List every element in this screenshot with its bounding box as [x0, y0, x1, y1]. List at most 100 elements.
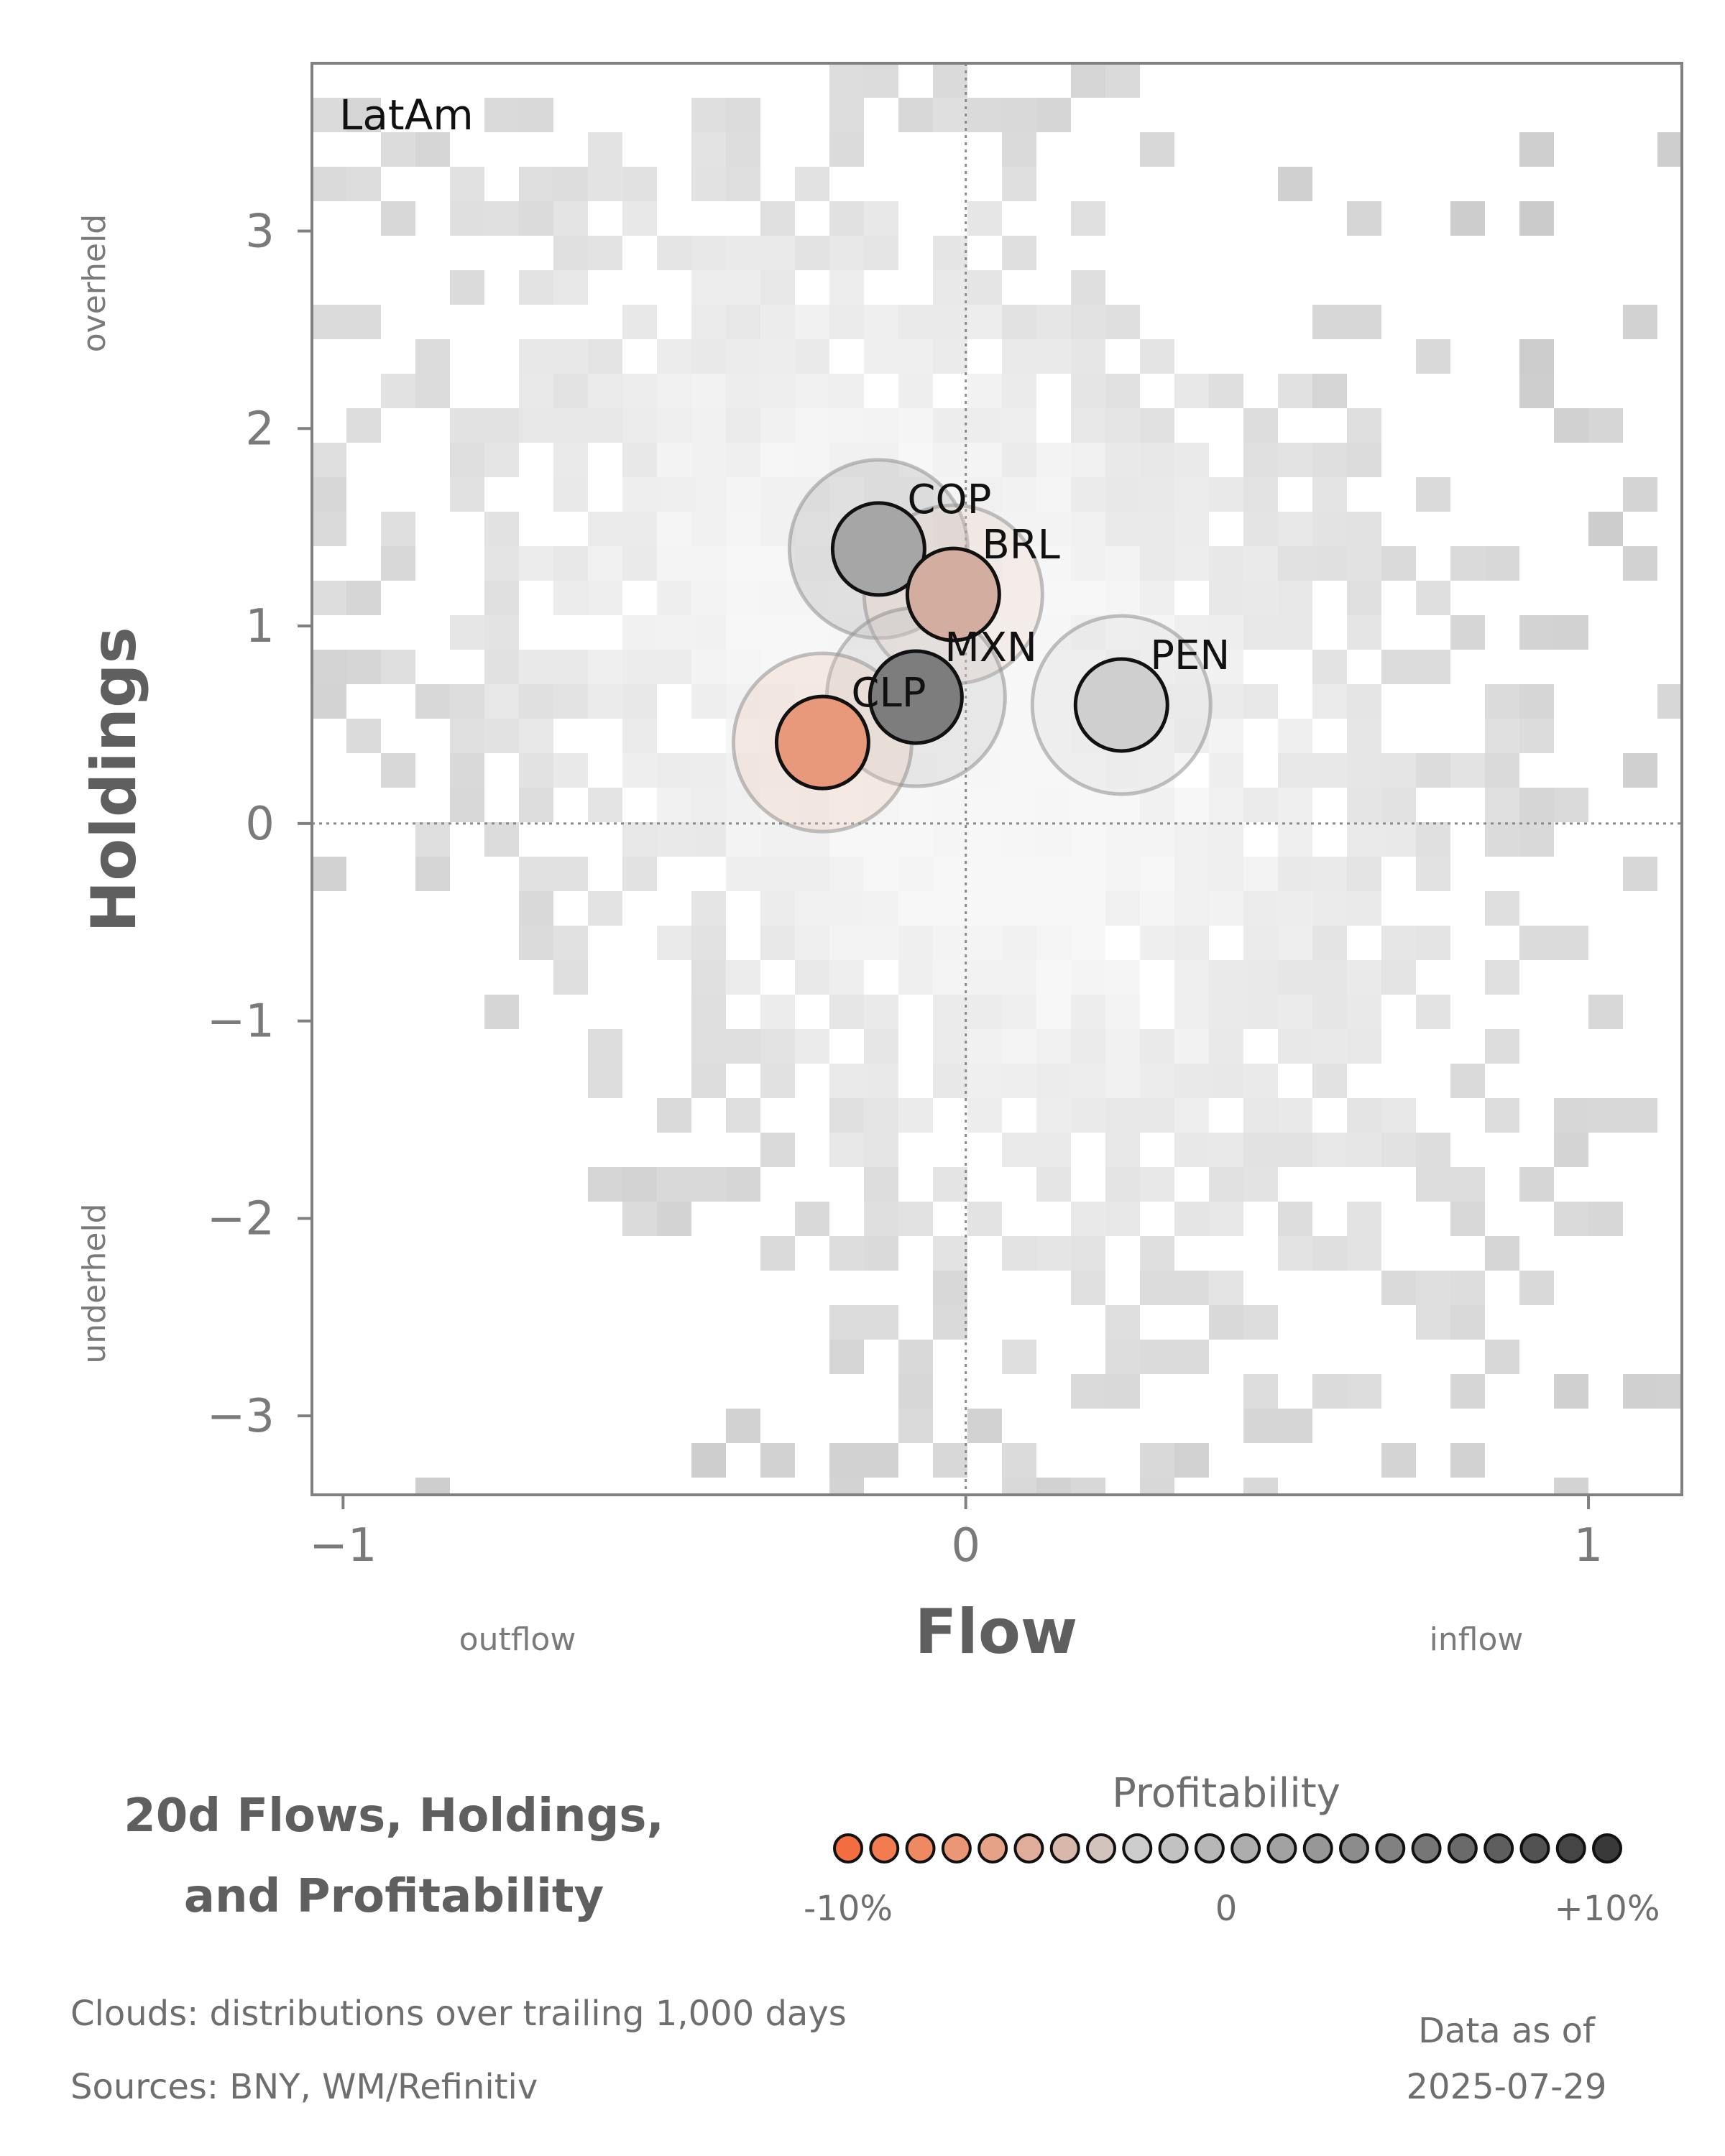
cloud-cell: [1347, 788, 1381, 822]
cloud-cell: [1036, 1236, 1071, 1271]
cloud-cell: [1243, 512, 1278, 546]
cloud-cell: [1174, 857, 1209, 891]
cloud-cell: [1002, 1029, 1036, 1064]
cloud-cell: [898, 1202, 933, 1236]
cloud-cell: [1071, 926, 1105, 960]
cloud-cell: [760, 201, 795, 236]
cloud-cell: [622, 374, 657, 408]
cloud-cell: [1209, 477, 1243, 512]
cloud-cell: [622, 477, 657, 512]
cloud-cell: [1105, 995, 1140, 1029]
cloud-cell: [1174, 960, 1209, 995]
cloud-cell: [1002, 1064, 1036, 1098]
cloud-cell: [1450, 1305, 1485, 1340]
y-tick-label: −1: [207, 995, 275, 1049]
cloud-cell: [1036, 891, 1071, 926]
cloud-cell: [967, 1409, 1002, 1443]
cloud-cell: [484, 822, 519, 857]
cloud-cell: [1485, 1340, 1519, 1374]
cloud-cell: [1485, 684, 1519, 719]
cloud-cell: [1036, 926, 1071, 960]
cloud-cell: [1347, 615, 1381, 650]
cloud-cell: [1140, 1340, 1174, 1374]
cloud-cell: [622, 512, 657, 546]
cloud-cell: [1036, 822, 1071, 857]
cloud-cell: [795, 443, 829, 477]
cloud-cell: [519, 926, 553, 960]
cloud-cell: [1209, 960, 1243, 995]
cloud-cell: [795, 167, 829, 201]
cloud-cell: [1209, 822, 1243, 857]
cloud-cell: [1312, 546, 1347, 581]
cloud-cell: [553, 857, 588, 891]
cloud-cell: [1209, 1167, 1243, 1202]
cloud-cell: [1347, 960, 1381, 995]
cloud-cell: [1278, 374, 1312, 408]
cloud-cell: [519, 408, 553, 443]
cloud-cell: [1071, 408, 1105, 443]
cloud-cell: [1243, 1098, 1278, 1133]
cloud-cell: [1174, 477, 1209, 512]
cloud-cell: [588, 132, 622, 167]
cloud-cell: [1174, 891, 1209, 926]
cloud-cell: [795, 857, 829, 891]
cloud-cell: [967, 443, 1002, 477]
cloud-cell: [1519, 374, 1554, 408]
cloud-cell: [726, 1167, 760, 1202]
cloud-cell: [1450, 615, 1485, 650]
cloud-cell: [829, 98, 864, 132]
cloud-cell: [553, 167, 588, 201]
cloud-cell: [691, 788, 726, 822]
cloud-cell: [1278, 995, 1312, 1029]
cloud-cell: [1347, 1029, 1381, 1064]
cloud-cell: [829, 270, 864, 305]
cloud-cell: [1278, 1409, 1312, 1443]
y-axis: −3 −2 −1 0 1 2 3: [207, 206, 312, 1443]
cloud-cell: [1312, 753, 1347, 788]
cloud-cell: [1140, 822, 1174, 857]
cloud-cell: [1209, 995, 1243, 1029]
y-axis-title: Holdings: [78, 627, 150, 933]
cloud-cell: [1450, 1374, 1485, 1409]
cloud-cell: [933, 270, 967, 305]
cloud-cell: [553, 408, 588, 443]
cloud-cell: [1554, 1374, 1588, 1409]
legend-tick-high: +10%: [1555, 1889, 1660, 1929]
cloud-cell: [1036, 305, 1071, 339]
cloud-cell: [1174, 684, 1209, 719]
cloud-cell: [933, 822, 967, 857]
cloud-cell: [588, 581, 622, 615]
cloud-cell: [1071, 1236, 1105, 1271]
cloud-cell: [1519, 719, 1554, 753]
cloud-cell: [1450, 1064, 1485, 1098]
cloud-cell: [1588, 995, 1623, 1029]
cloud-cell: [1209, 1202, 1243, 1236]
cloud-cell: [864, 822, 898, 857]
cloud-cell: [829, 788, 864, 822]
cloud-cell: [450, 270, 484, 305]
cloud-cell: [1623, 477, 1657, 512]
y-tick-label: 1: [245, 600, 275, 653]
legend-swatch: [1158, 1833, 1189, 1864]
cloud-cell: [1105, 1098, 1140, 1133]
cloud-cell: [1002, 1236, 1036, 1271]
cloud-cell: [1071, 857, 1105, 891]
cloud-cell: [1174, 374, 1209, 408]
cloud-cell: [1485, 753, 1519, 788]
cloud-cell: [1174, 1098, 1209, 1133]
cloud-cell: [1105, 1167, 1140, 1202]
cloud-cell: [588, 236, 622, 270]
cloud-cell: [795, 960, 829, 995]
cloud-cell: [864, 339, 898, 374]
cloud-cell: [1278, 1029, 1312, 1064]
cloud-cell: [1209, 546, 1243, 581]
cloud-cell: [484, 408, 519, 443]
cloud-cell: [1036, 98, 1071, 132]
cloud-cell: [691, 305, 726, 339]
cloud-cell: [1416, 1271, 1450, 1305]
cloud-cell: [1105, 891, 1140, 926]
cloud-cell: [1485, 960, 1519, 995]
cloud-cell: [691, 236, 726, 270]
cloud-cell: [1243, 995, 1278, 1029]
cloud-cell: [1381, 822, 1416, 857]
